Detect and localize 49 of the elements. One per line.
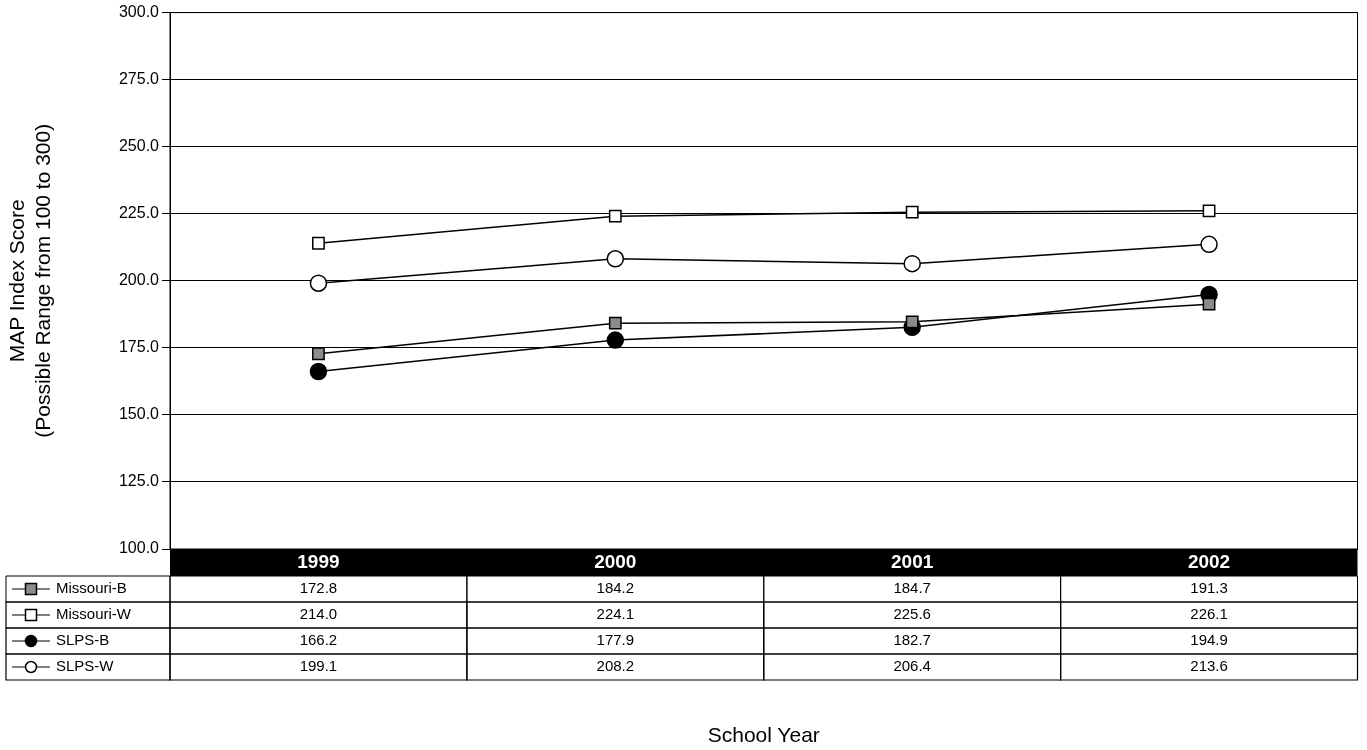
data-label: 177.9 <box>596 631 635 649</box>
point <box>608 209 622 223</box>
x-tick-label: 2000 <box>594 551 637 573</box>
data-label: 208.2 <box>596 657 635 675</box>
y-tick-label: 275.0 <box>118 70 160 88</box>
data-label: 199.1 <box>299 657 338 675</box>
legend-label: Missouri-B <box>56 579 127 597</box>
y-tick-label: 200.0 <box>118 271 160 289</box>
data-label: 166.2 <box>299 631 338 649</box>
y-tick-label: 300.0 <box>118 3 160 21</box>
text: School Year <box>707 722 820 746</box>
point <box>608 316 622 330</box>
y-tick-label: 225.0 <box>118 204 160 222</box>
x-tick-label: 1999 <box>297 551 340 573</box>
data-label: 224.1 <box>596 605 635 623</box>
point <box>309 362 328 381</box>
x-tick-label: 2002 <box>1187 551 1231 573</box>
data-label: 206.4 <box>893 657 931 675</box>
legend-label: SLPS-W <box>56 657 115 675</box>
point <box>309 274 328 292</box>
y-tick-label: 250.0 <box>118 137 160 155</box>
data-label: 225.6 <box>893 605 931 623</box>
point <box>312 347 325 361</box>
data-label: 191.3 <box>1190 579 1228 597</box>
point <box>312 236 325 250</box>
data-label: 184.2 <box>596 579 635 597</box>
point <box>606 250 625 268</box>
y-tick-label: 175.0 <box>118 338 160 356</box>
point <box>905 315 919 329</box>
data-label: 226.1 <box>1190 605 1228 623</box>
legend-label: SLPS-B <box>56 631 110 649</box>
point <box>1202 204 1216 218</box>
x-tick-label: 2001 <box>891 551 934 573</box>
point <box>606 331 625 349</box>
point <box>1200 235 1218 254</box>
legend-label: Missouri-W <box>56 605 132 623</box>
point <box>905 205 919 219</box>
y-tick-label: 125.0 <box>118 472 160 490</box>
point <box>1202 297 1216 311</box>
data-label: 213.6 <box>1190 657 1228 675</box>
data-label: 184.7 <box>893 579 931 597</box>
point <box>903 254 921 273</box>
data-label: 194.9 <box>1190 631 1228 649</box>
y-tick-label: 100.0 <box>118 539 160 557</box>
data-label: 182.7 <box>893 631 931 649</box>
data-label: 172.8 <box>299 579 338 597</box>
data-label: 214.0 <box>299 605 338 623</box>
y-axis-title: MAP Index Score (Possible Range from 100 to 300) <box>5 123 54 438</box>
y-tick-label: 150.0 <box>118 405 160 423</box>
